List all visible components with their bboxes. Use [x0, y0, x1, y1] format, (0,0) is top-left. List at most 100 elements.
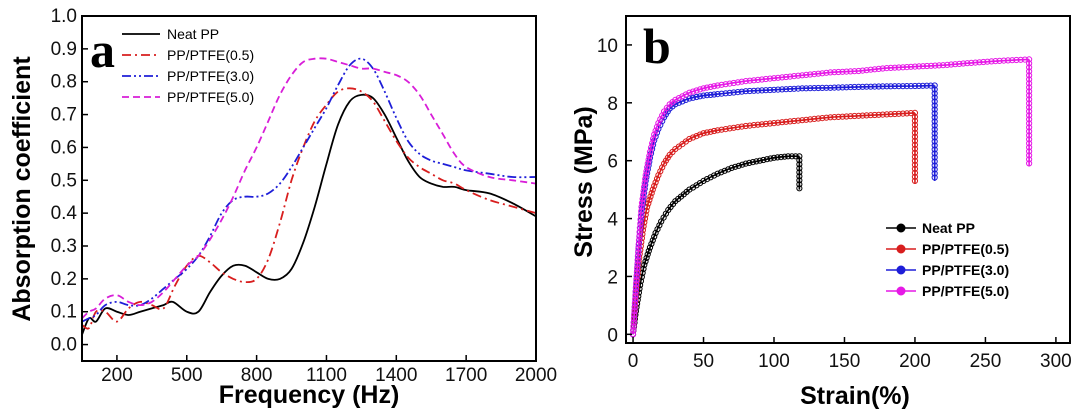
panel-a-series-line-1 [81, 87, 537, 330]
panel-b-data-point [707, 128, 714, 135]
panel-b-data-point [787, 73, 794, 80]
panel-a-y-tick-label: 0.1 [51, 302, 77, 323]
panel-b-y-tick-label: 6 [607, 152, 618, 173]
panel-b-data-point [1004, 57, 1012, 64]
panel-b-data-point [1026, 152, 1033, 159]
panel-b-data-point [763, 156, 771, 163]
panel-b-legend-label: PP/PTFE(3.0) [922, 262, 1009, 278]
panel-b-data-point [650, 135, 657, 143]
panel-b-data-point [923, 82, 930, 89]
panel-b-data-point [960, 60, 967, 67]
panel-b-y-tick-label: 0 [607, 325, 618, 346]
panel-b-data-point [1021, 56, 1029, 63]
panel-b-data-point [637, 216, 644, 223]
panel-b-data-point [645, 156, 652, 163]
panel-b-data-point [867, 112, 874, 119]
panel-a-legend-label: PP/PTFE(3.0) [167, 68, 254, 84]
panel-b-x-tick-label: 100 [758, 351, 790, 372]
panel-b-data-point [656, 222, 663, 229]
panel-b-data-point [895, 83, 902, 90]
panel-a-x-tick-label: 1400 [375, 365, 417, 386]
panel-b-data-point [887, 111, 894, 118]
panel-b-data-point [931, 142, 938, 149]
panel-a-series-line-3 [81, 57, 537, 319]
panel-b-data-point [903, 64, 911, 71]
panel-b-data-point [653, 123, 661, 131]
panel-b-data-point [931, 174, 938, 181]
panel-b-data-point [911, 121, 919, 129]
panel-b-data-point [811, 115, 818, 123]
panel-b-data-point [686, 135, 693, 143]
panel-a-x-tick-label: 2000 [515, 365, 557, 386]
panel-b-data-point [714, 127, 721, 134]
panel-b-data-point [859, 67, 866, 74]
panel-b-data-point [996, 57, 1003, 65]
panel-b-data-point [867, 83, 874, 90]
panel-b-data-point [686, 89, 693, 96]
panel-b-data-point [931, 134, 938, 141]
panel-b-data-point [899, 64, 907, 71]
panel-b-data-point [796, 153, 803, 160]
panel-b-data-point [1026, 144, 1033, 151]
panel-b-data-point [911, 165, 919, 172]
panel-b-data-point [1026, 148, 1033, 155]
panel-b-data-point [686, 95, 693, 102]
panel-b-data-point [632, 296, 639, 303]
panel-b-data-point [796, 177, 803, 184]
panel-b-data-point [753, 158, 760, 165]
panel-b-data-point [931, 146, 938, 153]
panel-b-data-point [931, 114, 938, 121]
panel-b-data-point [923, 62, 931, 70]
panel-a-y-tick-label: 0.9 [51, 39, 77, 60]
panel-b-data-point [919, 63, 927, 70]
panel-b-data-point [1026, 132, 1033, 139]
panel-b-data-point [648, 240, 655, 247]
panel-b-data-point [879, 111, 886, 118]
panel-b-data-point [952, 61, 959, 68]
panel-b-data-point [641, 180, 648, 187]
panel-a-y-tick-label: 1.0 [51, 6, 77, 27]
panel-b-data-point [1026, 84, 1033, 91]
panel-b-data-point [785, 153, 792, 160]
panel-b-data-point [781, 153, 788, 160]
panel-b-data-point [940, 62, 947, 69]
panel-b-data-point [1026, 104, 1033, 111]
panel-b-data-point [911, 125, 919, 132]
panel-b-data-point [871, 66, 878, 73]
panel-b-data-point [839, 113, 846, 120]
panel-b-data-point [931, 102, 938, 109]
panel-b-data-point [714, 82, 721, 89]
panel-b-data-point [652, 179, 659, 186]
panel-b-data-point [651, 233, 658, 240]
panel-b-data-point [707, 83, 714, 91]
panel-b-data-point [1017, 56, 1024, 63]
panel-b-data-point [635, 249, 642, 256]
panel-a-y-axis-title: Absorption coefficient [8, 56, 36, 322]
panel-b-data-point [931, 138, 938, 145]
panel-b-data-point [1026, 112, 1033, 119]
panel-b-data-point [956, 60, 963, 68]
panel-b-data-point [707, 91, 714, 99]
panel-b-data-point [907, 83, 915, 90]
panel-b-data-point [791, 117, 798, 125]
panel-b-data-point [1026, 60, 1033, 67]
panel-b-data-point [638, 208, 645, 215]
panel-b-data-point [823, 84, 830, 91]
panel-b-data-point [779, 74, 786, 81]
panel-b-data-point [783, 118, 790, 125]
panel-b-data-point [911, 117, 919, 125]
panel-b-data-point [911, 145, 919, 152]
panel-b-data-point [915, 82, 923, 90]
panel-b-data-point [758, 121, 766, 128]
panel-b-data-point [750, 87, 758, 94]
panel-b-data-point [767, 155, 774, 162]
panel-b-data-point [633, 277, 640, 284]
panel-b-data-point [718, 126, 725, 133]
panel-b-data-point [644, 251, 651, 258]
panel-b-data-point [644, 160, 651, 167]
panel-b-data-point [703, 84, 711, 91]
panel-b-data-point [630, 319, 637, 326]
panel-b-data-point [936, 62, 943, 69]
panel-b-data-point [931, 86, 938, 93]
panel-b-data-point [931, 158, 938, 165]
